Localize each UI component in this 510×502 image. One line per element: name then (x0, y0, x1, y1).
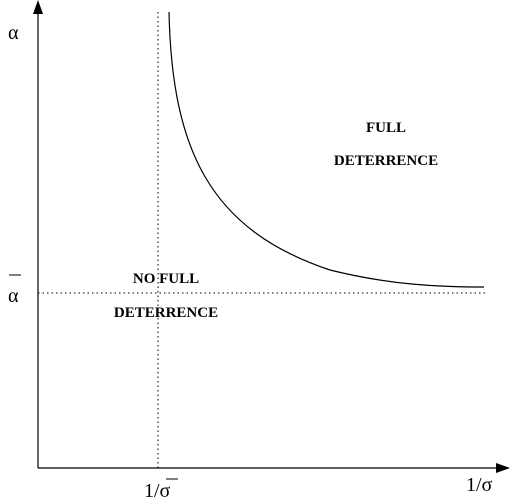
x-axis-label: 1/σ (466, 474, 493, 496)
no-full-deterrence-label-line1: NO FULL (133, 271, 199, 287)
alpha-bar-label: α (8, 285, 19, 307)
full-deterrence-label-line1: FULL (366, 120, 406, 136)
y-axis-arrowhead (33, 0, 43, 14)
deterrence-boundary-curve (168, 11, 485, 288)
full-deterrence-label-line2: DETERRENCE (334, 153, 438, 169)
no-full-deterrence-label-line2: DETERRENCE (114, 305, 218, 321)
sigma-bar-label: 1/σ (144, 480, 171, 502)
x-axis-arrowhead (496, 463, 510, 473)
y-axis-label: α (8, 22, 19, 44)
